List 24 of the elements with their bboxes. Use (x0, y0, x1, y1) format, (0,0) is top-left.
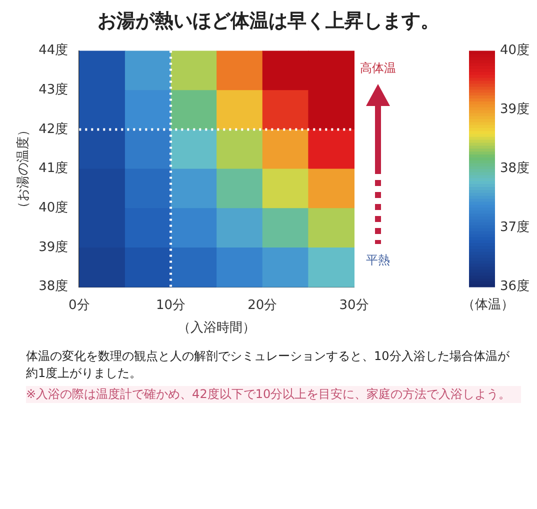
color-bar-label: 36度 (500, 278, 530, 294)
x-tick-label: 20分 (248, 298, 278, 313)
y-tick-label: 43度 (38, 82, 68, 98)
y-tick-label: 39度 (38, 238, 68, 255)
color-bar-title: （体温） (462, 298, 514, 313)
color-bar-label: 37度 (500, 219, 530, 236)
color-bar-label: 39度 (500, 101, 530, 118)
color-bar-label: 38度 (500, 160, 530, 176)
text: ※入浴の際は温度計で確かめ、42度以下で10分以上を目安に、家庭の方法で入浴しよう。 (26, 386, 521, 403)
text: 体温の変化を数理の観点と人の解剖でシミュレーションすると、10分入浴した場合体温が約1度上がりました。 (26, 348, 510, 382)
x-axis-title: （入浴時間） (178, 320, 256, 336)
y-tick-label: 42度 (38, 120, 68, 137)
y-tick-label: 38度 (38, 278, 68, 294)
x-tick-label: 30分 (339, 298, 369, 313)
text: 高体温 (359, 60, 397, 77)
y-tick-label: 44度 (38, 42, 68, 58)
text: 平熱 (365, 252, 391, 269)
color-bar-label: 40度 (500, 42, 530, 58)
x-tick-label: 10分 (156, 298, 186, 313)
y-tick-label: 40度 (38, 200, 68, 216)
y-tick-label: 41度 (38, 160, 68, 176)
y-axis-title: （お湯の温度） (15, 123, 32, 214)
x-tick-label: 0分 (68, 298, 90, 313)
chart-title: お湯が熱いほど体温は早く上昇します。 (96, 9, 440, 34)
